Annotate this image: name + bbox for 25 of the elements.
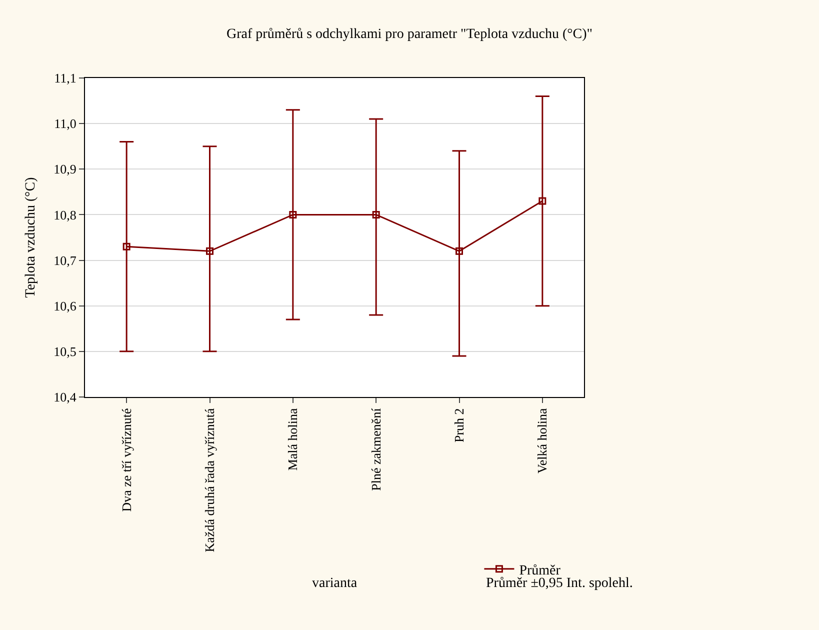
y-tick-label: 10,6 (54, 298, 77, 314)
y-tick-label: 10,7 (54, 252, 77, 268)
x-tick-label: Malá holina (285, 408, 300, 471)
x-tick-label: Plné zakmenění (368, 408, 384, 491)
y-tick-label: 11,0 (54, 116, 76, 132)
y-tick-label: 10,4 (54, 390, 77, 405)
point (206, 247, 214, 255)
point (456, 247, 463, 255)
point (122, 242, 130, 250)
y-axis-title: Teplota vzduchu (°C) (23, 176, 38, 298)
point (372, 210, 380, 218)
y-tick-label: 10,8 (54, 207, 76, 222)
x-tick-label: Každá druhá řada vyříznutá (202, 408, 217, 552)
x-tick-label: Pruh 2 (451, 408, 466, 443)
y-tick-label: 10,5 (54, 344, 76, 359)
x-axis-title: varianta (312, 576, 358, 591)
legend-label: Průměr (519, 563, 561, 578)
point (538, 197, 546, 205)
text: Průměr ±0,95 Int. spolehl. (486, 576, 633, 591)
x-tick-label: Velká holina (534, 408, 550, 474)
x-tick-label: Dva ze tří vyříznuté (118, 408, 134, 512)
point (289, 210, 297, 218)
y-tick-label: 10,9 (54, 162, 76, 177)
y-tick-label: 11,1 (54, 70, 76, 86)
chart-title: Graf průměrů s odchylkami pro parametr "Teplota vzduchu (°C)" (226, 27, 592, 42)
